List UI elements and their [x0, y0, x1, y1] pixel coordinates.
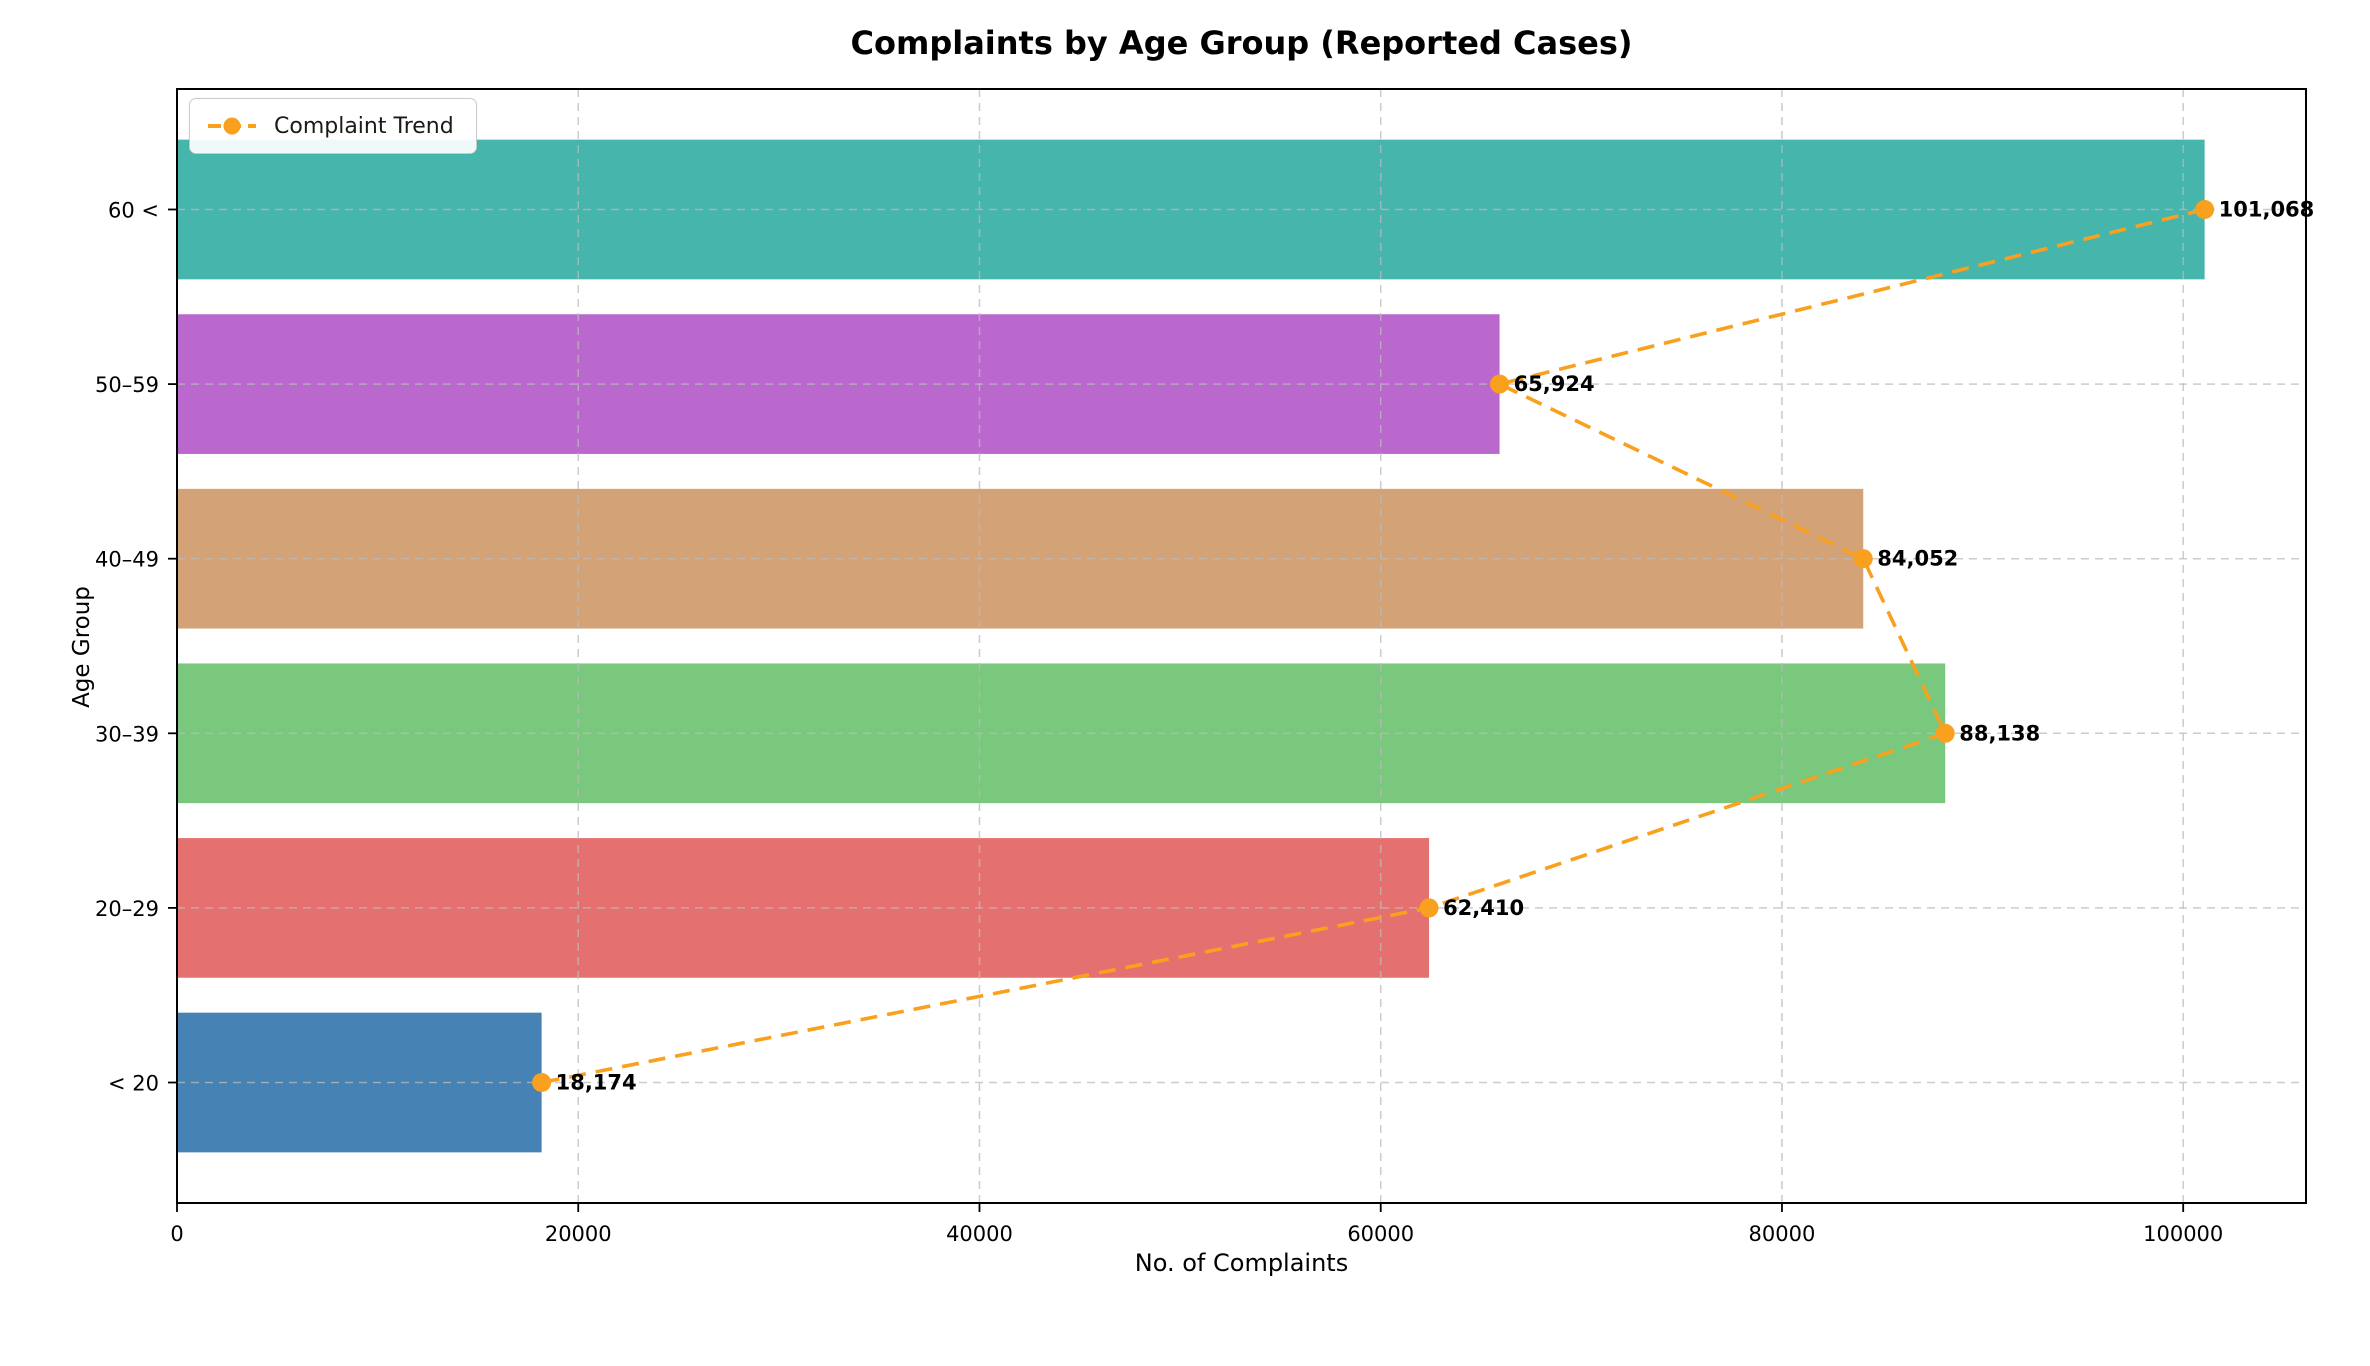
trend-marker — [1853, 549, 1873, 569]
value-label: 65,924 — [1514, 372, 1595, 396]
y-axis-label: Age Group — [69, 586, 95, 708]
x-tick-label: 80000 — [1749, 1222, 1816, 1246]
trend-marker — [1935, 723, 1955, 743]
legend: Complaint Trend — [189, 98, 477, 154]
trend-marker — [1419, 898, 1439, 918]
y-tick-label: 30–39 — [95, 722, 159, 746]
trend-line-icon — [206, 116, 258, 136]
chart-title: Complaints by Age Group (Reported Cases) — [850, 24, 1633, 62]
x-tick-label: 60000 — [1347, 1222, 1414, 1246]
y-tick-label: < 20 — [108, 1072, 159, 1096]
x-tick-label: 20000 — [545, 1222, 612, 1246]
value-label: 101,068 — [2219, 197, 2315, 221]
x-axis-label: No. of Complaints — [1134, 1249, 1349, 1277]
trend-marker — [2195, 199, 2215, 219]
y-tick-label: 60 < — [108, 198, 159, 222]
value-label: 18,174 — [556, 1071, 637, 1095]
x-tick-label: 40000 — [946, 1222, 1013, 1246]
y-tick-label: 20–29 — [95, 897, 159, 921]
x-tick-label: 0 — [170, 1222, 183, 1246]
trend-marker — [532, 1073, 552, 1093]
value-label: 62,410 — [1443, 896, 1524, 920]
y-tick-label: 40–49 — [95, 548, 159, 572]
value-label: 84,052 — [1877, 547, 1958, 571]
x-tick-label: 100000 — [2143, 1222, 2223, 1246]
plot-border — [176, 88, 2307, 1204]
legend-label: Complaint Trend — [274, 113, 454, 139]
value-label: 88,138 — [1959, 721, 2040, 745]
y-tick-label: 50–59 — [95, 373, 159, 397]
trend-line — [541, 207, 2206, 1085]
trend-marker — [1490, 374, 1510, 394]
